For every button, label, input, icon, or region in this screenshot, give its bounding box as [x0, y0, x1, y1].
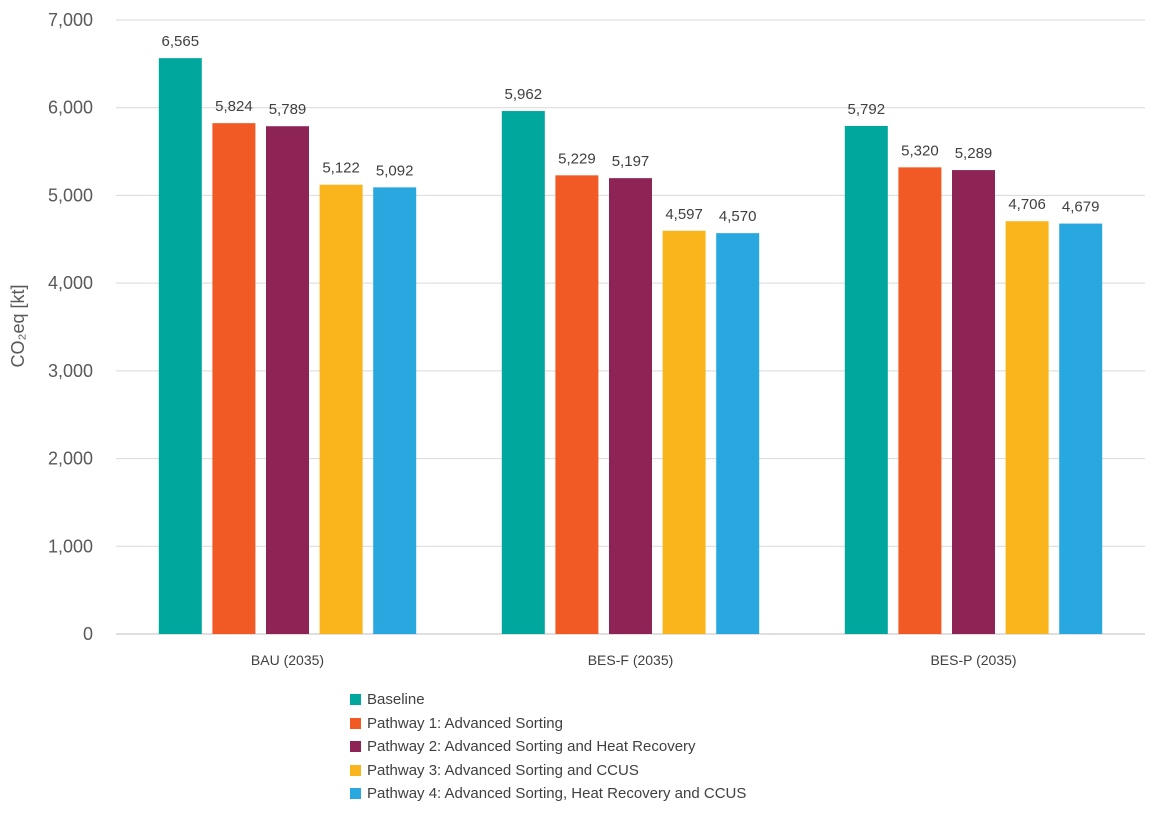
bar	[212, 123, 256, 634]
legend-label: Baseline	[367, 691, 425, 709]
legend-item: Pathway 4: Advanced Sorting, Heat Recove…	[350, 782, 746, 806]
y-tick-label: 5,000	[48, 185, 93, 205]
x-tick-label: BAU (2035)	[251, 652, 324, 668]
bar	[609, 178, 652, 634]
data-label: 4,679	[1062, 199, 1100, 216]
legend-item: Pathway 2: Advanced Sorting and Heat Rec…	[350, 735, 746, 759]
legend-label: Pathway 1: Advanced Sorting	[367, 714, 563, 732]
data-label: 5,122	[322, 160, 360, 177]
y-tick-label: 2,000	[48, 449, 93, 469]
y-tick-label: 6,000	[48, 98, 93, 118]
bar	[319, 184, 363, 635]
bar	[716, 233, 760, 634]
legend-swatch	[350, 788, 361, 800]
bar	[662, 230, 706, 634]
x-axis-tick-labels: BAU (2035) BES-F (2035) BES-P (2035)	[251, 652, 1017, 668]
legend-item: Baseline	[350, 688, 746, 712]
bar	[952, 170, 995, 634]
y-tick-label: 0	[83, 624, 93, 644]
data-label: 5,320	[901, 142, 939, 159]
y-axis-tick-labels: 0 1,000 2,000 3,000 4,000 5,000 6,000 7,000	[48, 10, 93, 644]
data-label: 5,789	[269, 101, 307, 118]
legend-swatch	[350, 694, 361, 706]
bar	[844, 125, 888, 634]
legend-label: Pathway 3: Advanced Sorting and CCUS	[367, 761, 639, 779]
bar	[898, 167, 942, 635]
data-label: 5,229	[558, 150, 596, 167]
bar	[1059, 223, 1103, 635]
y-tick-label: 1,000	[48, 536, 93, 556]
bar	[1005, 221, 1049, 635]
data-label: 6,565	[162, 33, 200, 50]
bars	[158, 58, 1103, 635]
data-labels: 6,565 5,824 5,789 5,122 5,092 5,962 5,229 5,197…	[162, 33, 1100, 225]
legend-swatch	[350, 717, 361, 729]
legend-item: Pathway 3: Advanced Sorting and CCUS	[350, 759, 746, 783]
legend-label: Pathway 4: Advanced Sorting, Heat Recove…	[367, 785, 747, 803]
data-label: 5,824	[215, 98, 253, 115]
legend-label: Pathway 2: Advanced Sorting and Heat Rec…	[367, 738, 696, 756]
data-label: 5,197	[612, 153, 650, 170]
bar	[555, 175, 599, 635]
data-label: 5,092	[376, 162, 414, 179]
legend-swatch	[350, 764, 361, 776]
data-label: 5,792	[848, 101, 886, 118]
y-tick-label: 3,000	[48, 361, 93, 381]
data-label: 4,597	[665, 206, 703, 223]
y-tick-label: 4,000	[48, 273, 93, 293]
bar	[266, 126, 309, 635]
legend: Baseline Pathway 1: Advanced Sorting Pathw…	[350, 688, 746, 806]
x-tick-label: BES-P (2035)	[930, 652, 1016, 668]
legend-item: Pathway 1: Advanced Sorting	[350, 712, 746, 736]
y-tick-label: 7,000	[48, 10, 93, 30]
data-label: 4,706	[1008, 196, 1046, 213]
bar	[373, 187, 417, 634]
legend-swatch	[350, 741, 361, 753]
x-tick-label: BES-F (2035)	[588, 652, 674, 668]
y-axis-label: CO₂eq [kt]	[8, 284, 28, 367]
data-label: 4,570	[719, 208, 757, 225]
bar	[158, 58, 202, 635]
data-label: 5,289	[955, 145, 993, 162]
data-label: 5,962	[505, 86, 543, 103]
bar	[501, 111, 545, 635]
